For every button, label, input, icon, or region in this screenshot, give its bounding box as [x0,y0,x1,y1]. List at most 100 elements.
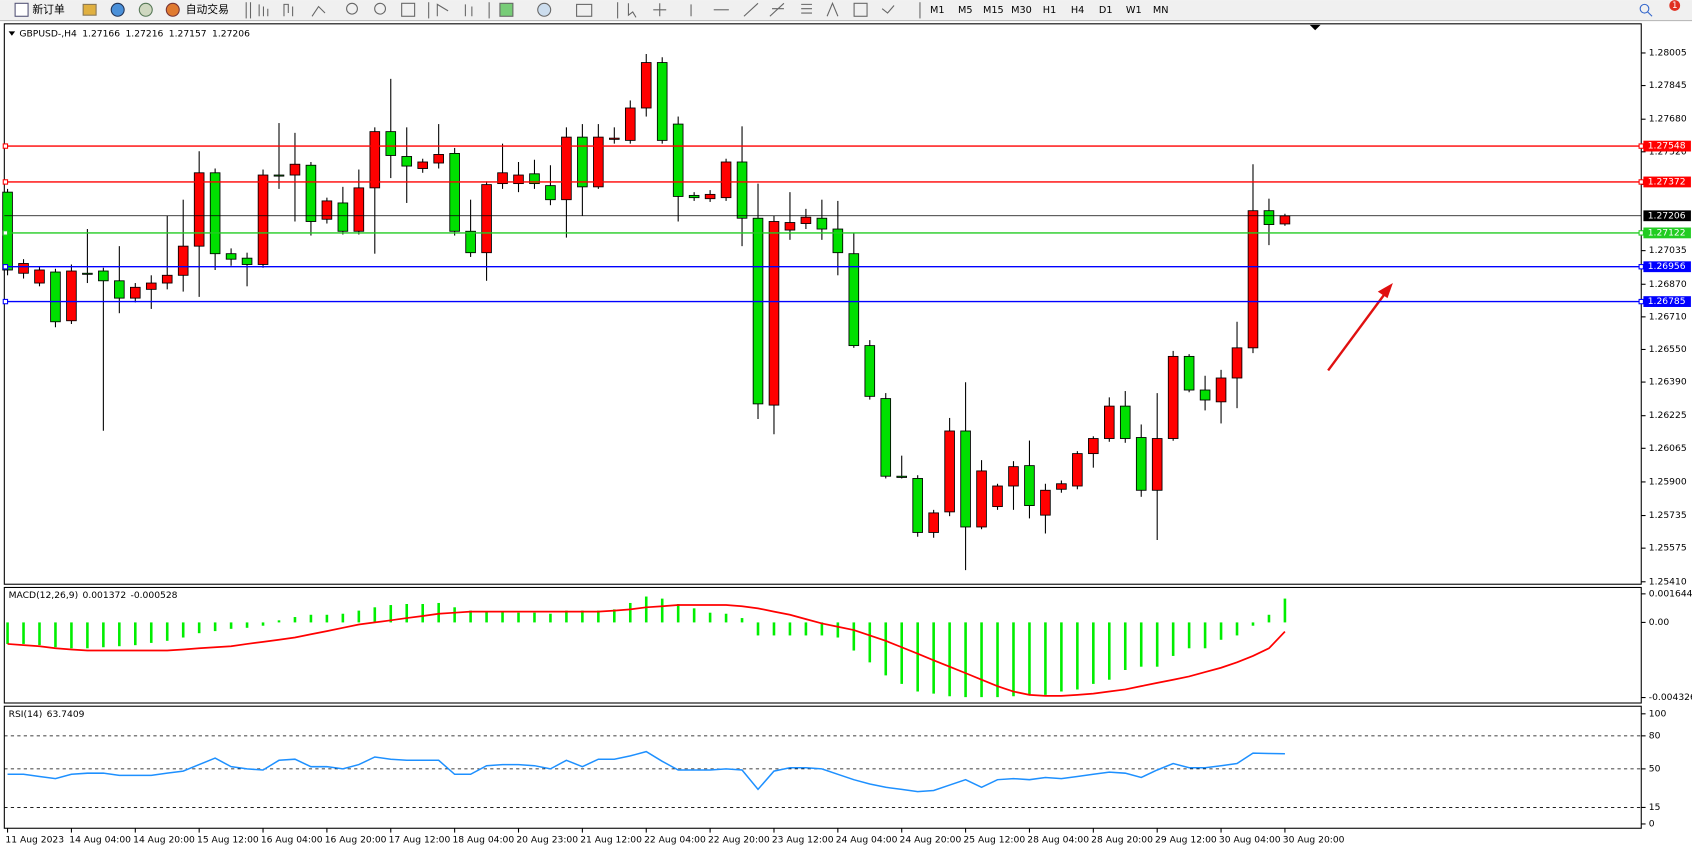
header-low: 1.27157 [169,28,207,39]
candle-body [497,172,508,185]
line-handle [1638,264,1644,270]
line-handle [2,230,9,236]
candle-body [209,172,221,255]
candle-body [944,430,955,513]
toolbar: 新订单 自动交易 1 [0,0,1692,22]
x-tick-label: 22 Aug 20:00 [708,835,770,846]
price-label-box [1643,176,1691,188]
price-label: 1.26956 [1648,261,1686,272]
price-label-box [1643,227,1691,239]
timeframe-button[interactable]: M5 [958,5,973,16]
y-tick-label: 80 [1649,730,1661,741]
candle-body [433,154,444,164]
y-tick-label: 100 [1649,708,1667,719]
candle-body [353,187,365,232]
x-tick-label: 29 Aug 12:00 [1155,835,1217,846]
x-tick-label: 14 Aug 20:00 [133,835,195,846]
line-handle [1638,179,1644,185]
candle-body [193,172,205,247]
candle-body [1247,210,1259,349]
line-handle [1638,298,1644,305]
candle-body [1135,437,1147,491]
timeframe-button[interactable]: M1 [930,5,945,16]
search-icon[interactable] [1639,3,1650,14]
price-label: 1.27548 [1648,141,1686,152]
candle-body [417,161,428,169]
header-close: 1.27206 [212,28,250,39]
chart-shift-marker [1309,24,1321,31]
x-tick-label: 16 Aug 20:00 [325,835,387,846]
icon[interactable] [138,2,153,17]
new-order-icon[interactable] [14,2,29,17]
auto-trading-icon[interactable] [165,2,180,17]
signal-line [7,604,1286,697]
header-open: 1.27166 [82,28,120,39]
y-tick-label: 1.27035 [1649,245,1687,256]
candle-body [609,137,620,140]
timeframe-button[interactable]: D1 [1099,5,1113,16]
timeframe-button[interactable]: MN [1153,5,1169,16]
y-tick-label: 1.26710 [1649,311,1687,322]
candle-body [912,478,923,533]
candle-body [880,398,892,477]
candle-body [1119,405,1131,439]
candle-body [1183,355,1195,391]
candle-body [656,62,668,141]
y-tick-label: 15 [1649,802,1661,813]
timeframe-button[interactable]: W1 [1126,5,1142,16]
candle-body [577,136,588,188]
candle-body [640,62,652,109]
y-tick-label: 1.26390 [1649,377,1687,388]
y-tick-label: 1.27845 [1649,80,1687,91]
candle-body [960,430,971,528]
header-high: 1.27216 [125,28,163,39]
line-handle [1638,143,1644,149]
candle-body [1151,438,1163,491]
icon[interactable] [110,2,125,17]
new-order-button[interactable]: 新订单 [32,3,65,16]
timeframe-button[interactable]: H4 [1071,5,1084,16]
y-tick-label: 50 [1649,763,1661,774]
timeframe-button[interactable]: M30 [1011,5,1032,16]
candle-body [545,185,556,201]
candle-body [114,280,125,299]
x-tick-label: 28 Aug 20:00 [1091,835,1153,846]
y-tick-label: 1.25410 [1649,576,1687,587]
candle-body [305,164,317,222]
candle-body [145,282,157,290]
candle-body [529,173,540,185]
signal-value: -0.000528 [131,590,178,601]
timeframe-button[interactable]: M15 [983,5,1004,16]
auto-trading-button[interactable]: 自动交易 [186,3,229,16]
candle-body [34,269,45,284]
candle-body [449,152,460,232]
candle-body [1056,483,1067,490]
candle-body [736,161,748,219]
price-label-box [1643,140,1691,152]
candle-body [896,475,908,478]
candle-body [161,274,173,284]
candle-body [1279,215,1291,225]
line-handle [1638,230,1644,236]
icon[interactable] [82,3,97,16]
x-tick-label: 20 Aug 23:00 [516,835,578,846]
x-tick-label: 15 Aug 12:00 [197,835,259,846]
x-tick-label: 18 Aug 04:00 [452,835,514,846]
price-label-box [1643,261,1691,273]
candle-body [1215,377,1227,403]
notification-badge[interactable] [1669,0,1681,11]
x-tick-label: 23 Aug 12:00 [772,835,834,846]
candle-body [1008,466,1019,487]
candle-body [1263,210,1275,225]
candle-body [50,271,61,323]
indicator-name: MACD(12,26,9) [9,590,79,601]
rsi-value: 63.7409 [47,708,85,719]
timeframe-button[interactable]: H1 [1043,5,1056,16]
candle-body [369,131,381,189]
y-tick-label: 1.27520 [1649,146,1687,157]
candle-body [704,193,716,200]
x-tick-label: 14 Aug 04:00 [69,835,131,846]
macd-panel-border [3,586,1642,704]
x-tick-label: 11 Aug 2023 [5,835,64,846]
